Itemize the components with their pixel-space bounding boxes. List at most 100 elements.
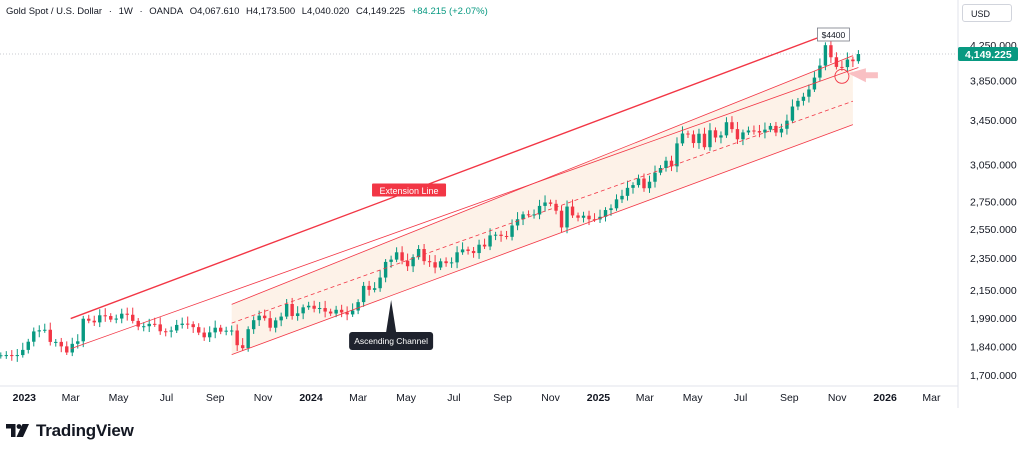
candle-body [131, 314, 135, 321]
parallel-line [70, 67, 859, 350]
candle-body [768, 125, 773, 130]
price-tick-label: 1,840.000 [970, 341, 1017, 353]
candle-body [312, 305, 316, 309]
candle-body [735, 129, 740, 140]
candle-body [449, 262, 454, 264]
time-tick-label: Jul [447, 392, 460, 404]
candle-body [587, 215, 591, 220]
time-tick-label: Mar [922, 392, 941, 404]
candle-body [757, 131, 762, 133]
time-tick-label: Nov [254, 392, 273, 404]
candle-body [26, 341, 30, 350]
candle-body [251, 320, 256, 330]
price-tick-label: 3,050.000 [970, 159, 1017, 171]
time-tick-label: Jul [160, 392, 173, 404]
candle-body [81, 318, 85, 342]
candle-body [224, 330, 228, 332]
time-tick-label: Nov [828, 392, 847, 404]
candle-body [774, 125, 778, 133]
candle-body [323, 308, 327, 312]
candle-body [493, 234, 498, 236]
currency-selector[interactable]: USD [962, 4, 1012, 22]
candle-body [823, 45, 828, 66]
candle-body [65, 346, 69, 353]
candle-body [350, 310, 355, 315]
candle-body [405, 260, 410, 267]
candle-body [191, 324, 195, 328]
candle-body [339, 309, 344, 313]
tradingview-logo[interactable]: TradingView [6, 421, 134, 441]
candle-body [466, 249, 470, 251]
candle-body [647, 181, 652, 189]
annotations: Extension Line Ascending Channel $4400 [70, 27, 878, 356]
ascending-channel-label: Ascending Channel [354, 336, 428, 346]
candle-body [142, 326, 146, 328]
time-tick-label: 2023 [13, 392, 37, 404]
candle-body [559, 210, 564, 228]
candle-body [378, 277, 382, 289]
symbol-source: OANDA [149, 6, 184, 17]
candle-body [153, 323, 157, 325]
candle-body [499, 234, 503, 236]
candle-body [752, 130, 756, 132]
candle-body [301, 307, 305, 314]
candle-body [614, 199, 619, 209]
candle-body [438, 261, 443, 268]
candle-body [87, 318, 91, 321]
candle-body [790, 106, 795, 121]
time-tick-label: 2025 [587, 392, 611, 404]
candle-body [488, 235, 492, 247]
candle-body [59, 341, 63, 347]
candle-body [730, 122, 734, 130]
time-tick-label: May [109, 392, 130, 404]
candle-body [345, 312, 349, 315]
candle-body [158, 324, 162, 332]
candle-body [180, 323, 184, 325]
candle-body [317, 308, 322, 310]
channel-mid-line [231, 100, 854, 324]
tradingview-wordmark: TradingView [36, 421, 134, 440]
candle-body [713, 130, 718, 138]
candle-body [109, 316, 113, 320]
candle-body [625, 187, 630, 196]
candle-body [796, 100, 800, 107]
candle-body [636, 178, 641, 186]
candle-body [455, 252, 459, 263]
candle-body [669, 160, 674, 167]
candle-body [202, 332, 206, 338]
candle-body [411, 257, 415, 267]
candle-body [856, 54, 861, 62]
candle-body [147, 323, 151, 327]
candle-body [708, 130, 712, 148]
candle-body [444, 261, 448, 264]
candle-body [0, 355, 3, 357]
candle-body [290, 304, 294, 317]
candle-body [829, 45, 833, 58]
time-tick-label: May [683, 392, 704, 404]
candle-body [686, 133, 690, 135]
candle-body [548, 202, 553, 204]
candle-body [394, 252, 399, 260]
price-chart[interactable]: Extension Line Ascending Channel $4400 1,7… [0, 0, 1024, 408]
candle-body [356, 302, 360, 311]
candle-body [471, 250, 476, 254]
candle-body [76, 341, 80, 344]
price-tick-label: 2,550.000 [970, 224, 1017, 236]
candle-body [295, 313, 300, 317]
candle-body [565, 206, 569, 228]
candle-body [609, 208, 613, 211]
candle-body [576, 215, 580, 218]
pullback-arrow [847, 68, 878, 83]
ohlc-high: H4,173.500 [246, 6, 296, 17]
candle-body [48, 329, 52, 342]
time-tick-label: May [396, 392, 417, 404]
ohlc-open: O4,067.610 [189, 6, 240, 17]
candle-body [164, 331, 168, 333]
time-tick-label: Jul [734, 392, 747, 404]
candle-body [691, 134, 696, 144]
candle-body [10, 355, 14, 357]
target-label: $4400 [822, 30, 846, 40]
candle-body [592, 219, 597, 221]
candle-body [680, 133, 685, 144]
